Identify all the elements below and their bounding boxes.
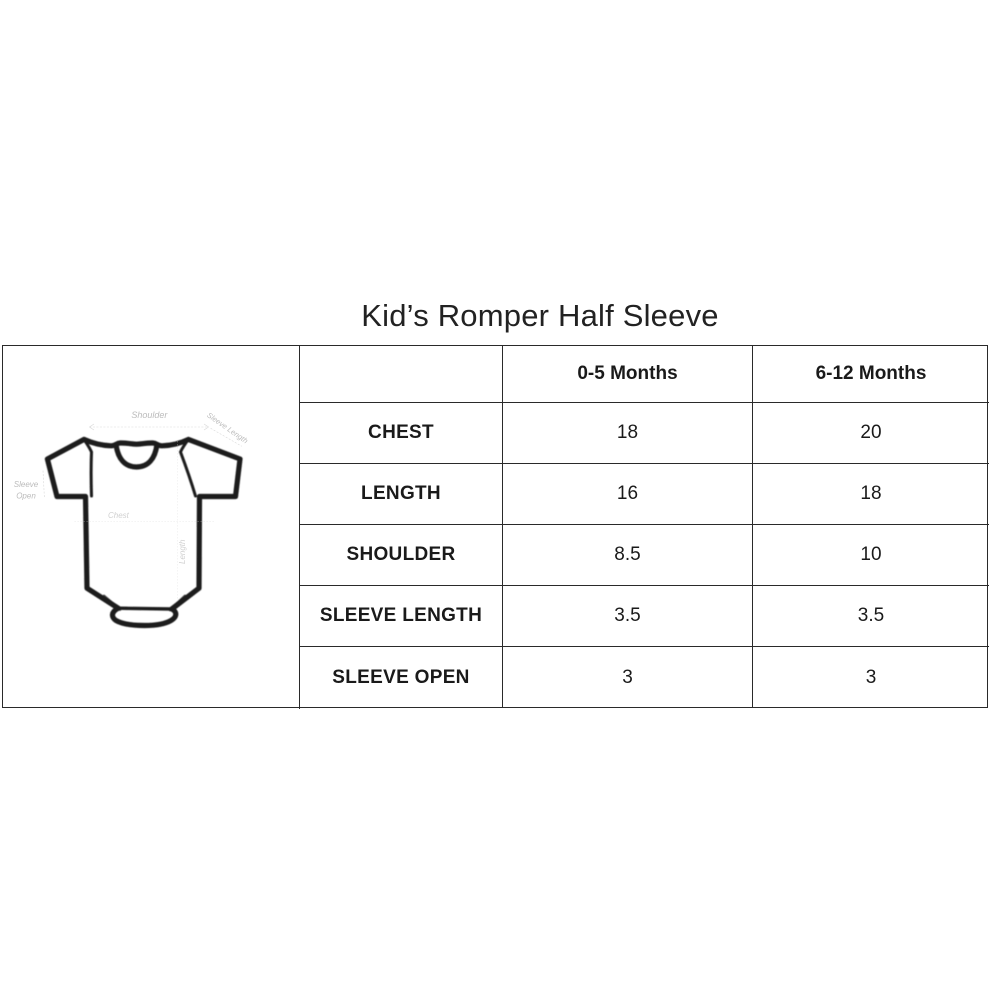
svg-text:Length: Length bbox=[178, 539, 187, 564]
svg-text:Sleeve Length: Sleeve Length bbox=[205, 411, 249, 446]
svg-text:Open: Open bbox=[16, 492, 36, 501]
svg-text:Chest: Chest bbox=[108, 511, 130, 520]
svg-text:Shoulder: Shoulder bbox=[131, 410, 168, 420]
svg-text:Sleeve: Sleeve bbox=[14, 480, 39, 489]
